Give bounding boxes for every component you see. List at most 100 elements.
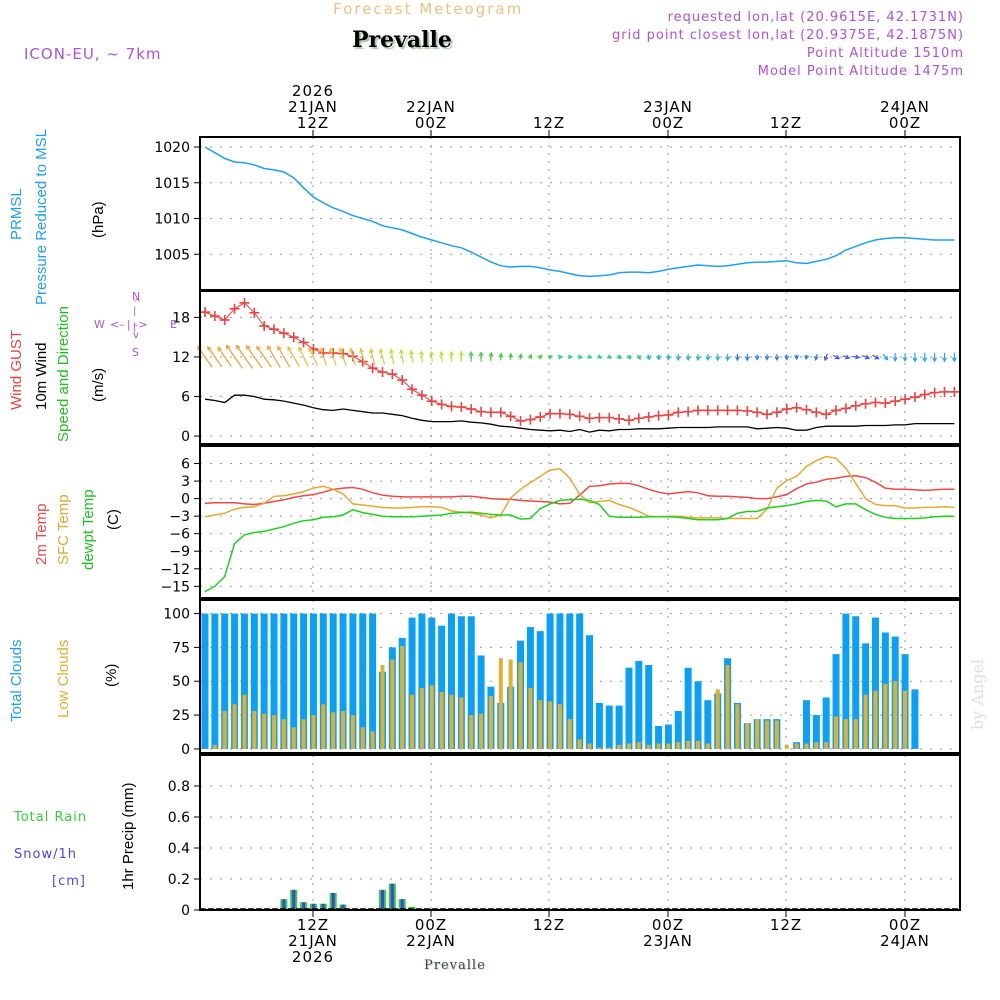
top-axis-label: 00Z [415,114,447,132]
low-cloud-bar [735,704,740,749]
wind-arrow-head [705,356,711,362]
total-cloud-bar [201,613,209,749]
wind-arrow [400,349,405,364]
total-cloud-bar [694,681,702,749]
wind-arrow [217,347,232,367]
sfc-temp-line [204,455,955,520]
total-cloud-bar [359,613,367,749]
total-cloud-bar [369,613,377,749]
wind-arrow-head [932,357,938,363]
total-cloud-bar [595,702,603,749]
wind-arrow-head [527,353,533,359]
snow-bar [321,903,325,909]
y-tick-label: 12 [172,350,190,366]
total-cloud-bar [231,613,239,749]
wind-arrow-head [715,356,721,362]
wind-arrow-head [616,354,622,360]
y-tick-label: 25 [172,708,190,724]
low-cloud-bar [508,659,513,749]
wind-arrow [489,352,492,362]
total-cloud-bar [802,700,810,749]
total-cloud-bar [615,705,623,749]
wind-arrow-head [449,350,454,356]
y-tick-label: 0 [181,492,190,508]
total-cloud-bar [221,613,229,749]
total-cloud-bar [448,613,455,749]
wind-arrow-head [419,350,425,356]
wind-arrow-head [488,351,494,357]
low-cloud-bar [212,744,217,749]
total-cloud-bar [812,715,820,749]
low-cloud-bar [518,662,523,749]
low-cloud-bar [666,743,671,749]
wind-arrow-head [774,356,780,362]
panel-frame [199,754,961,911]
bottom-axis-label: 21JAN [288,932,338,950]
total-cloud-bar [832,654,840,749]
total-cloud-bar [625,667,633,749]
wind-arrow-head [734,356,740,362]
wind-arrow [329,348,337,366]
low-cloud-bar [725,664,730,749]
total-cloud-bar [260,613,268,749]
bottom-station-label: Prevalle [424,958,486,973]
y-tick-label: 0.6 [168,810,190,826]
t2m-line [204,475,955,506]
total-cloud-bar [300,613,308,749]
y-tick-label: 1005 [154,247,190,263]
total-cloud-bar [586,635,594,749]
wind-arrow-head [636,355,641,361]
wind-arrow-head [577,354,584,360]
bottom-axis-label: 00Z [415,916,447,934]
low-cloud-bar [272,715,277,749]
wind-arrow [319,348,327,366]
compass-vertical-icon: ^ | | v [133,298,142,341]
wind-arrow-head [883,355,889,361]
y-tick-label: 0 [181,742,190,758]
wind-arrow-head [547,355,553,360]
y-tick-label: 6 [181,457,190,473]
snow-bar [282,899,286,909]
wind-arrow-head [606,354,613,359]
wind-arrow-head [319,347,324,353]
wind-arrow-head [429,350,435,356]
wind-arrow-head [695,356,701,362]
total-cloud-bar [674,711,682,749]
low-cloud-bar [479,713,484,749]
low-cloud-bar [873,690,878,749]
total-cloud-bar [428,617,436,749]
low-cloud-bar [439,692,444,749]
y-tick-label: −12 [160,562,190,578]
wind-arrow-head [855,354,861,360]
y-tick-label: −6 [169,527,190,543]
total-cloud-bar [664,724,672,749]
total-cloud-bar [655,725,663,749]
total-cloud-bar [290,613,298,749]
wind-arrow-head [656,355,661,361]
wind-arrow [287,346,300,367]
wind-arrow [339,348,347,366]
snow-bar [341,904,345,909]
wind-arrow-head [277,345,282,351]
low-cloud-bar [262,713,267,749]
low-cloud-bar [686,740,691,749]
low-cloud-bar [656,743,661,749]
wind-arrow-head [225,344,231,350]
low-cloud-bar [488,696,493,749]
low-cloud-bar [853,719,858,749]
bottom-axis-label: 12Z [533,916,565,934]
low-cloud-bar [419,688,424,749]
wind-arrow-head [804,354,810,361]
total-cloud-bar [871,617,879,749]
y-tick-label: 6 [181,390,190,406]
snow-bar [292,889,296,909]
wind-arrow-head [245,344,251,350]
low-cloud-bar [469,715,474,749]
wind-arrow-head [328,347,334,353]
total-cloud-bar [250,613,258,749]
total-cloud-bar [457,616,465,749]
wind-arrow-head [349,347,354,353]
low-cloud-bar [370,731,375,749]
wind-arrow [226,345,244,369]
